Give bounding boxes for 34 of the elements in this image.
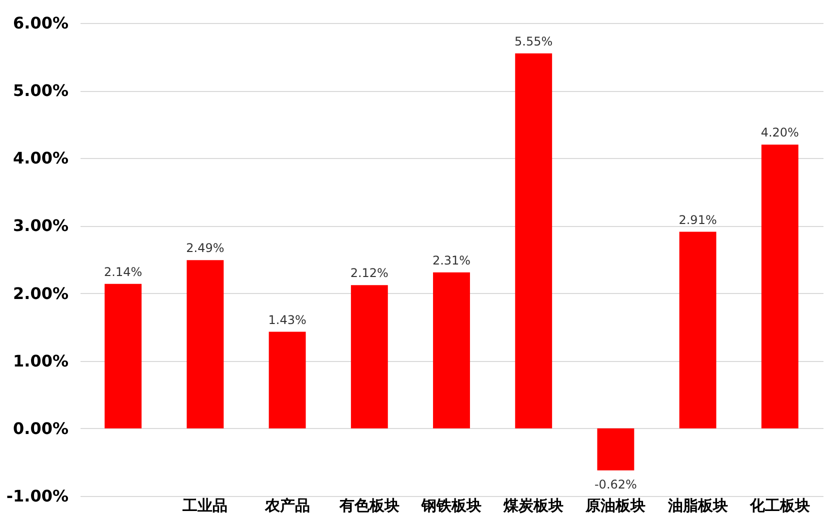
y-tick-label: -1.00%	[6, 486, 68, 506]
y-tick-label: 4.00%	[12, 148, 68, 168]
y-tick-label: 2.00%	[12, 284, 68, 303]
bar	[104, 284, 142, 428]
data-label: 2.14%	[104, 264, 142, 279]
bar	[268, 332, 306, 428]
bar	[186, 260, 224, 428]
y-tick-label: 5.00%	[12, 81, 68, 100]
data-label: 2.91%	[678, 212, 717, 227]
data-label: 2.49%	[186, 241, 224, 256]
data-label: 2.31%	[432, 253, 471, 268]
x-tick-label: 钢铁板块	[420, 496, 482, 514]
bar	[515, 53, 552, 428]
data-label: -0.62%	[594, 477, 637, 492]
y-tick-label: 3.00%	[12, 216, 68, 236]
bar	[761, 144, 798, 428]
y-tick-label: 0.00%	[12, 418, 68, 438]
x-tick-label: 原油板块	[584, 496, 646, 514]
data-label: 1.43%	[268, 312, 306, 327]
data-label: 4.20%	[760, 126, 799, 140]
bar	[679, 232, 716, 428]
bar	[350, 285, 388, 428]
x-tick-label: 工业品	[182, 496, 228, 514]
data-label: 5.55%	[514, 34, 553, 48]
x-tick-label: 化工板块	[748, 496, 810, 514]
bar	[433, 272, 470, 428]
x-tick-label: 煤炭板块	[502, 496, 564, 514]
x-tick-label: 农产品	[264, 496, 310, 514]
data-label: 2.12%	[350, 266, 388, 280]
y-tick-label: 6.00%	[12, 14, 68, 32]
x-tick-label: 有色板块	[338, 496, 400, 514]
y-tick-label: 1.00%	[12, 351, 68, 370]
bar	[597, 428, 634, 470]
x-tick-label: 油脂板块	[666, 496, 728, 514]
